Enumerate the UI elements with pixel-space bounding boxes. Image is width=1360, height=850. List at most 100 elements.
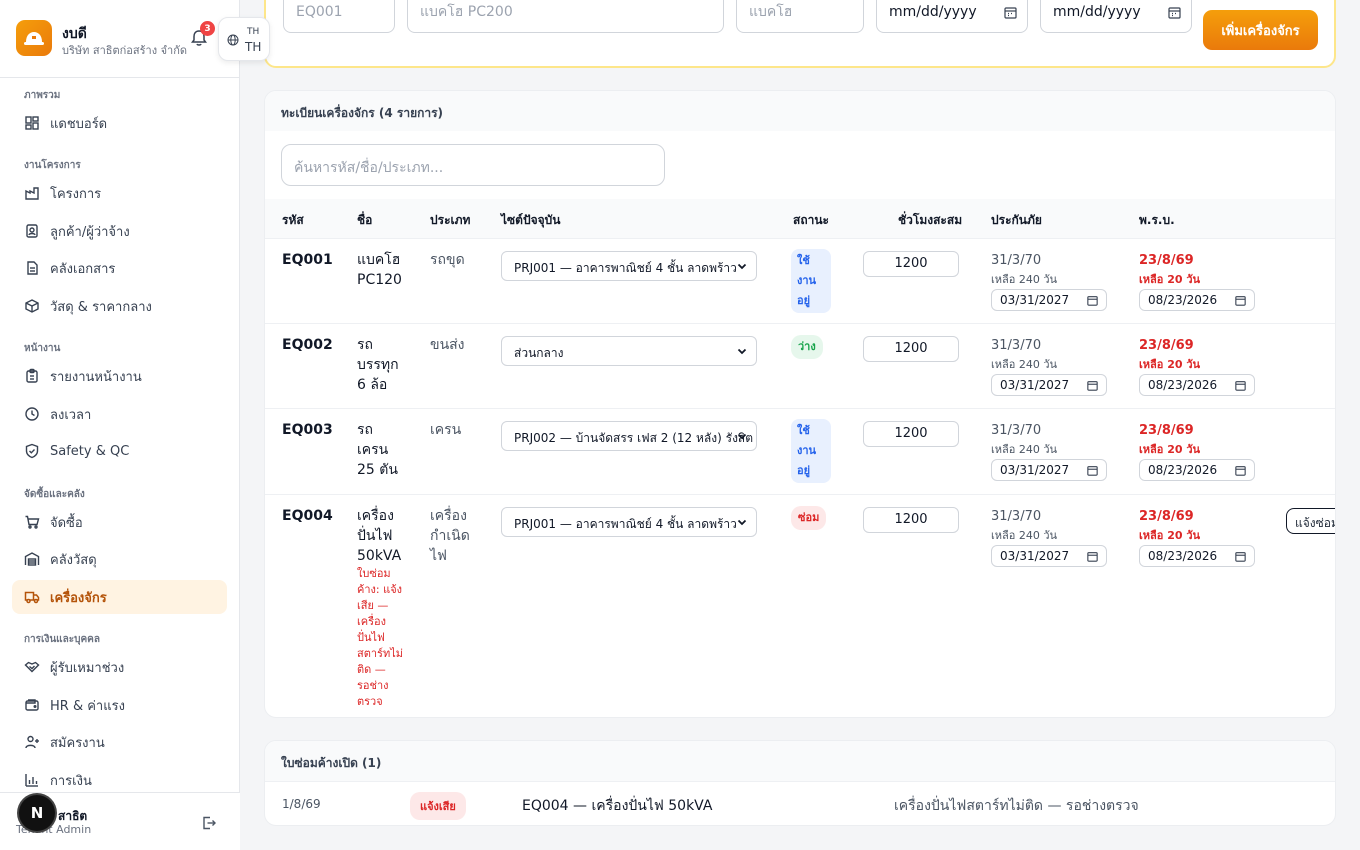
tickets-title: ใบซ่อมค้างเปิด (1) [265,741,1335,781]
nav-section-finance: การเงินและบุคคล [24,634,100,645]
hours-input[interactable]: 1200 [863,507,959,533]
insurance-date-input[interactable]: 03/31/2027 [991,545,1107,567]
machine-name-line: รถ [357,337,373,353]
machine-name-line: เครน [357,442,389,458]
nav-item-materials[interactable]: วัสดุ & ราคากลาง [12,289,227,323]
machine-type: รถขุด [430,252,465,268]
insurance-days-left: เหลือ 240 วัน [991,273,1058,286]
col-prb: พ.ร.บ. [1139,213,1175,227]
notification-count-badge: 3 [200,21,215,36]
note-line: ติด — [357,663,386,676]
prb-date-input[interactable]: 08/23/2026 [1139,374,1255,396]
prb-date-input[interactable]: 08/23/2026 [1139,289,1255,311]
site-select[interactable]: ส่วนกลาง [501,336,757,366]
nav-item-recruit[interactable]: สมัครงาน [12,725,227,759]
prb-date-input[interactable]: 08/23/2026 [1139,545,1255,567]
hours-input[interactable]: 1200 [863,251,959,277]
machine-name-line: ปั่นไฟ [357,528,393,544]
warehouse-icon [24,552,40,566]
site-select[interactable]: PRJ001 — อาคารพาณิชย์ 4 ชั้น ลาดพร้าว [501,507,757,537]
machine-name-line: PC120 [357,272,402,288]
repair-note: ใบซ่อม ค้าง: แจ้ง เสีย — เครื่อง ปั่นไฟ … [357,566,403,710]
note-line: ตรวจ [357,695,383,708]
hours-input[interactable]: 1200 [863,421,959,447]
chevron-down-icon [737,433,747,440]
avatar[interactable]: N [19,795,55,831]
type-input[interactable]: แบคโฮ [736,0,864,33]
nav-section-procurement: จัดซื้อและคลัง [24,489,85,500]
col-hours: ชั่วโมงสะสม [898,213,963,227]
calendar-icon [1168,6,1181,19]
nav-item-timeclock[interactable]: ลงเวลา [12,397,227,431]
name-input[interactable]: แบคโฮ PC200 [407,0,724,33]
insurance-date: 31/3/70 [991,253,1042,268]
insurance-date: 31/3/70 [991,509,1042,524]
nav-label: จัดซื้อ [50,515,83,531]
type-line: เครื่อง [430,508,467,524]
machine-name-line: 25 ตัน [357,462,398,478]
nav-label: HR & ค่าแรง [50,698,125,714]
table-row: EQ001 แบคโฮ PC120 รถขุด PRJ001 — อาคารพา… [265,238,1335,323]
nav-item-customers[interactable]: ลูกค้า/ผู้ว่าจ้าง [12,214,227,248]
code-input[interactable]: EQ001 [283,0,395,33]
nav-item-safety-qc[interactable]: Safety & QC [12,434,227,468]
insurance-date: 31/3/70 [991,423,1042,438]
prb-date: 23/8/69 [1139,253,1194,268]
machine-code: EQ002 [282,337,333,353]
language-switcher[interactable]: TH TH [218,17,270,61]
insurance-date-input[interactable]: mm/dd/yyyy [876,0,1028,33]
calendar-icon [1235,465,1246,476]
calendar-icon [1004,6,1017,19]
nav-item-projects[interactable]: โครงการ [12,176,227,210]
nav-label: ลงเวลา [50,407,92,423]
prb-date-input[interactable]: mm/dd/yyyy [1040,0,1192,33]
nav-item-machinery[interactable]: เครื่องจักร [12,580,227,614]
date-value: 03/31/2027 [1000,293,1070,307]
nav-label: การเงิน [50,773,92,789]
nav-item-dashboard[interactable]: แดชบอร์ด [12,106,227,140]
calendar-icon [1087,551,1098,562]
site-value: PRJ001 — อาคารพาณิชย์ 4 ชั้น ลาดพร้าว [514,517,737,531]
logout-icon[interactable] [201,815,217,831]
factory-icon [25,187,39,200]
date-value: 03/31/2027 [1000,378,1070,392]
calendar-icon [1087,465,1098,476]
machine-type: ขนส่ง [430,337,465,353]
nav-item-documents[interactable]: คลังเอกสาร [12,251,227,285]
ticket-equipment: EQ004 — เครื่องปั่นไฟ 50kVA [522,798,713,814]
report-repair-button[interactable]: แจ้งซ่อม [1286,508,1335,534]
nav-item-warehouse[interactable]: คลังวัสดุ [12,542,227,576]
prb-date-input[interactable]: 08/23/2026 [1139,459,1255,481]
site-select[interactable]: PRJ001 — อาคารพาณิชย์ 4 ชั้น ลาดพร้าว [501,251,757,281]
nav-label: เครื่องจักร [50,590,107,606]
date-value: 08/23/2026 [1148,549,1218,563]
nav-section-projects: งานโครงการ [24,160,81,171]
note-line: เครื่อง [357,615,387,628]
nav-label: สมัครงาน [50,735,105,751]
nav-item-finance[interactable]: การเงิน [12,763,227,797]
nav-item-purchasing[interactable]: จัดซื้อ [12,505,227,539]
nav-item-site-report[interactable]: รายงานหน้างาน [12,359,227,393]
nav-section-site: หน้างาน [24,343,61,354]
table-header: รหัส ชื่อ ประเภท ไซต์ปัจจุบัน สถานะ ชั่ว… [265,199,1335,239]
clock-icon [25,407,39,421]
table-row: EQ002 รถ บรรทุก 6 ล้อ ขนส่ง ส่วนกลาง ว่า… [265,323,1335,408]
insurance-days-left: เหลือ 240 วัน [991,358,1058,371]
list-item[interactable]: 1/8/69 แจ้งเสีย EQ004 — เครื่องปั่นไฟ 50… [265,781,1335,825]
insurance-date-input[interactable]: 03/31/2027 [991,374,1107,396]
nav-item-subcontractors[interactable]: ผู้รับเหมาช่วง [12,650,227,684]
prb-days-left: เหลือ 20 วัน [1139,529,1201,542]
company-name: บริษัท สาธิตก่อสร้าง จำกัด [62,44,187,57]
site-select[interactable]: PRJ002 — บ้านจัดสรร เฟส 2 (12 หลัง) รังส… [501,421,757,451]
insurance-date-input[interactable]: 03/31/2027 [991,289,1107,311]
note-line: รอช่าง [357,679,389,692]
add-machine-button[interactable]: เพิ่มเครื่องจักร [1203,10,1318,50]
machine-code: EQ004 [282,508,333,524]
prb-days-left: เหลือ 20 วัน [1139,273,1201,286]
machine-registry-card: ทะเบียนเครื่องจักร (4 รายการ) ค้นหารหัส/… [264,90,1336,718]
search-input[interactable]: ค้นหารหัส/ชื่อ/ประเภท... [281,144,665,186]
note-line: ปั่นไฟ [357,631,385,644]
hours-input[interactable]: 1200 [863,336,959,362]
insurance-date-input[interactable]: 03/31/2027 [991,459,1107,481]
nav-item-hr[interactable]: HR & ค่าแรง [12,688,227,722]
